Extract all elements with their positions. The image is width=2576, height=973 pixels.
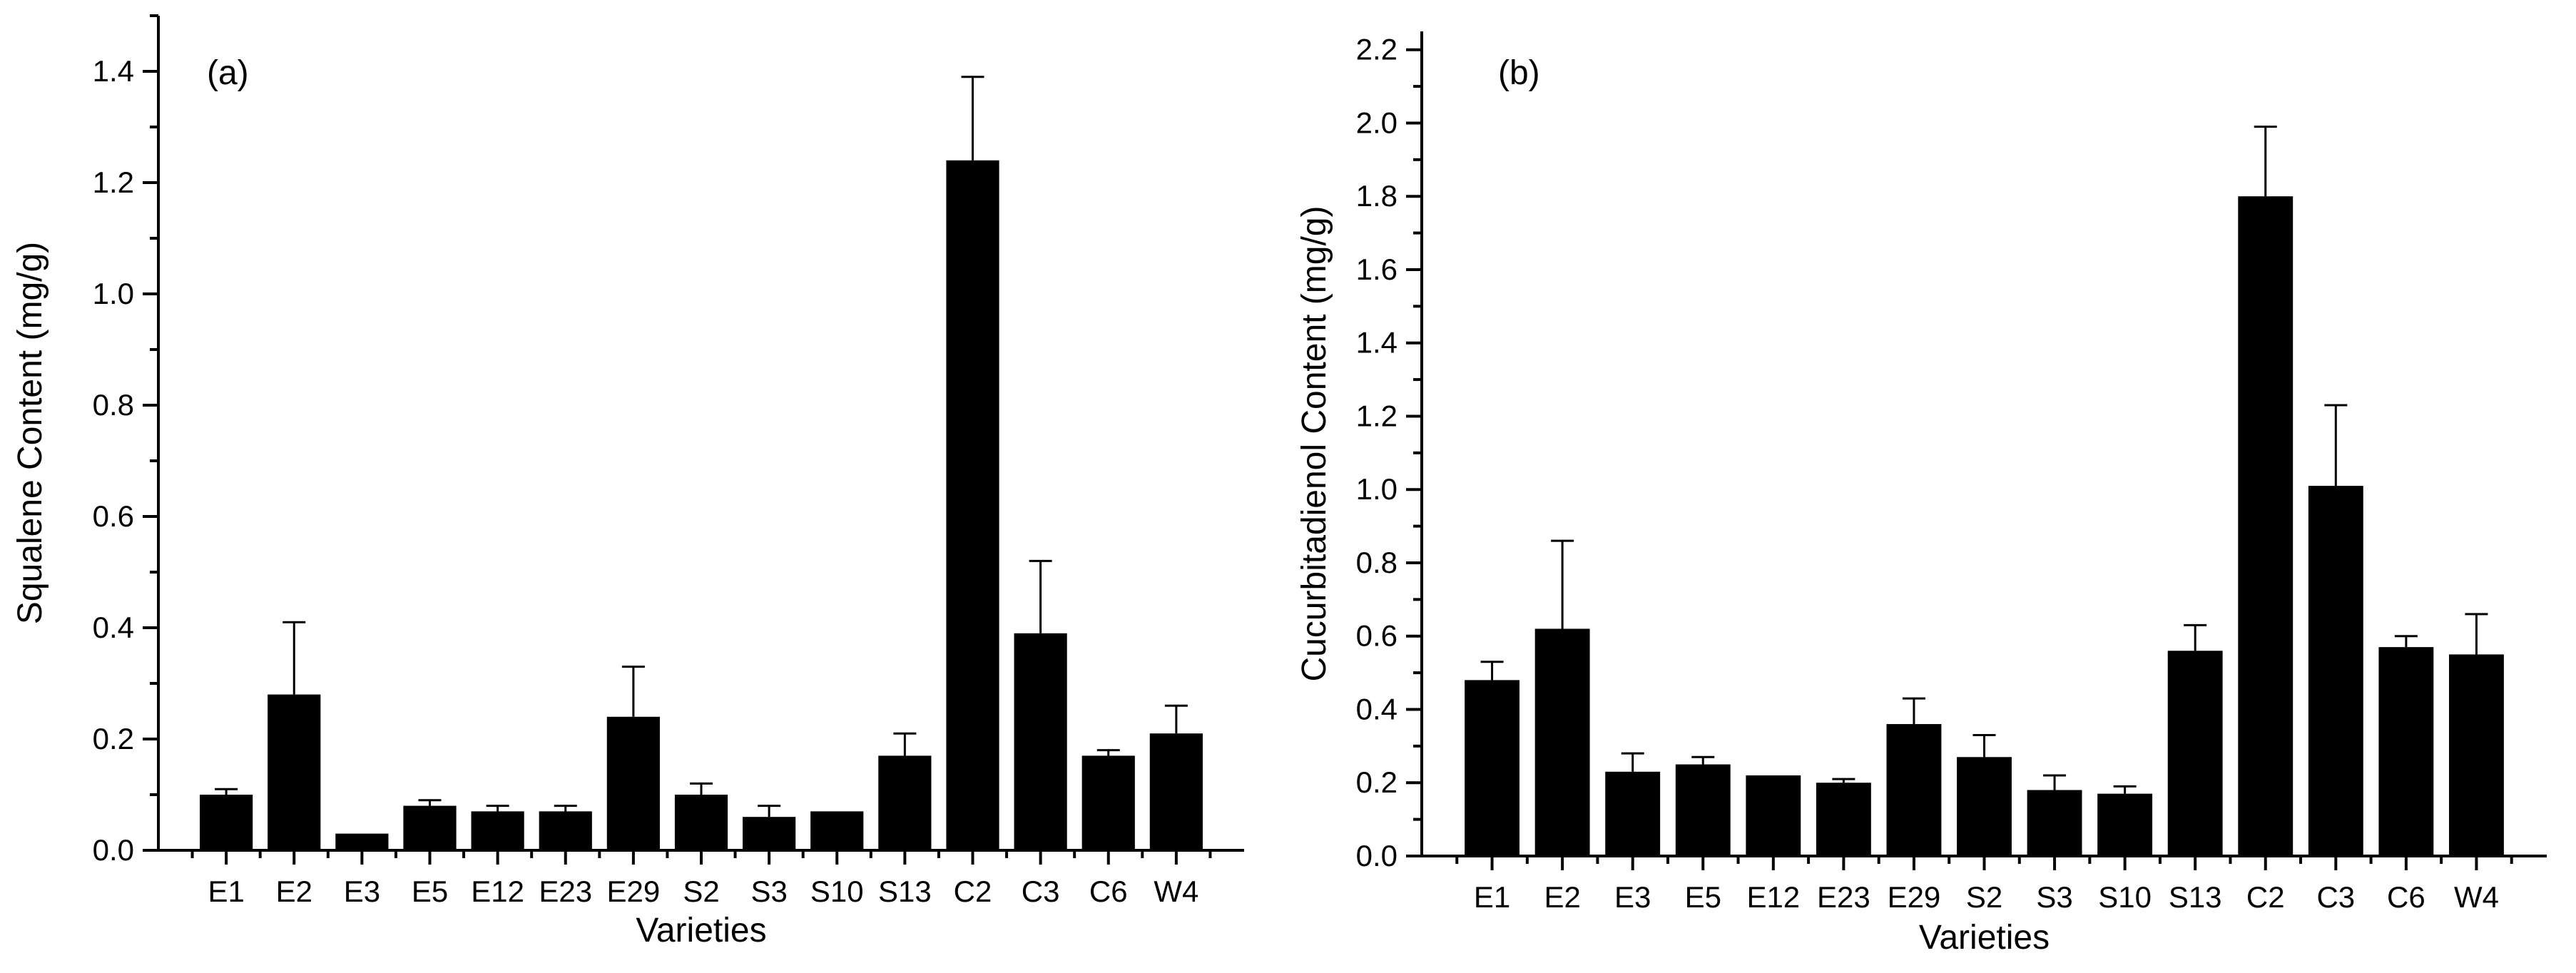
x-tick-label: S13 (2169, 880, 2222, 914)
bar-e5 (403, 805, 457, 850)
x-tick-label: E1 (1474, 880, 1510, 914)
panel-label: (b) (1498, 54, 1540, 92)
x-tick-label: E29 (607, 875, 661, 908)
y-tick-label: 0.0 (1356, 839, 1398, 872)
bar-s13 (878, 755, 932, 850)
y-tick-label: 0.6 (1356, 619, 1398, 653)
x-tick-label: S2 (1966, 880, 2002, 914)
x-tick-label: E1 (208, 875, 244, 908)
y-tick-label: 1.2 (1356, 399, 1398, 432)
x-axis-title: Varieties (1919, 919, 2050, 957)
y-tick-label: 1.6 (1356, 253, 1398, 286)
x-tick-label: E12 (471, 875, 524, 908)
y-tick-label: 1.2 (93, 165, 134, 199)
bar-s10 (2097, 793, 2153, 856)
x-tick-label: C2 (954, 875, 992, 908)
x-tick-label: E23 (539, 875, 592, 908)
x-tick-label: S10 (2098, 880, 2152, 914)
bar-s2 (674, 795, 728, 850)
panel-label: (a) (207, 54, 249, 92)
y-axis-title: Cucurbitadienol Content (mg/g) (1295, 205, 1333, 681)
bar-e5 (1675, 764, 1731, 856)
bar-e3 (335, 833, 389, 850)
x-tick-label: E12 (1746, 880, 1800, 914)
x-tick-label: E3 (1614, 880, 1651, 914)
chart-b: 0.0 0.2 0.4 0.6 0.8 1.0 1.2 1.4 1.6 1.8 2.0 2.2 E1 E2… (1295, 31, 2547, 957)
bar-e23 (539, 811, 592, 850)
bar-w4 (1149, 733, 1203, 850)
bar-e2 (1534, 628, 1590, 856)
chart-a: 0.0 0.2 0.4 0.6 0.8 1.0 1.2 1.4 E1 E2 E3 E5 E12 E23 E2… (11, 14, 1244, 949)
x-axis-title: Varieties (636, 912, 766, 949)
bar-e1 (200, 795, 253, 850)
bar-e2 (268, 694, 321, 850)
x-tick-label: E29 (1888, 880, 1941, 914)
x-tick-label: E5 (1685, 880, 1721, 914)
x-tick-label: S3 (2036, 880, 2072, 914)
y-tick-label: 1.8 (1356, 179, 1398, 213)
x-tick-label: C3 (2316, 880, 2355, 914)
x-tick-label: W4 (1154, 875, 1198, 908)
y-axis-title: Squalene Content (mg/g) (11, 242, 49, 624)
bar-e12 (471, 811, 524, 850)
x-tick-label: E3 (344, 875, 380, 908)
bar-s3 (743, 817, 796, 850)
y-tick-label: 0.4 (1356, 692, 1398, 725)
bar-e29 (606, 716, 660, 850)
x-tick-label: S2 (683, 875, 719, 908)
x-tick-label: C2 (2246, 880, 2285, 914)
bar-c6 (2378, 647, 2434, 856)
bar-c2 (2238, 196, 2294, 856)
x-tick-label: S13 (878, 875, 932, 908)
bar-c2 (946, 160, 999, 851)
y-tick-label: 1.0 (1356, 472, 1398, 506)
x-tick-label: E23 (1817, 880, 1870, 914)
bar-c6 (1081, 755, 1135, 850)
y-tick-label: 0.8 (93, 388, 134, 422)
bar-s13 (2167, 651, 2223, 856)
y-tick-label: 2.0 (1356, 106, 1398, 139)
bar-c3 (2308, 486, 2363, 856)
x-tick-label: E2 (276, 875, 312, 908)
x-tick-label: S10 (810, 875, 864, 908)
bar-e12 (1746, 775, 1801, 856)
x-tick-label: S3 (750, 875, 787, 908)
y-tick-label: 0.2 (1356, 765, 1398, 799)
bar-e3 (1605, 771, 1661, 856)
x-tick-label: C6 (2387, 880, 2425, 914)
x-tick-label: W4 (2454, 880, 2499, 914)
y-tick-label: 1.4 (1356, 326, 1398, 360)
y-tick-label: 0.4 (93, 611, 134, 644)
y-tick-label: 1.4 (93, 54, 134, 88)
x-tick-label: E5 (412, 875, 448, 908)
y-tick-label: 1.0 (93, 277, 134, 310)
x-tick-label: C6 (1089, 875, 1128, 908)
bar-e29 (1886, 724, 1942, 856)
y-tick-label: 0.6 (93, 499, 134, 533)
y-tick-label: 2.2 (1356, 33, 1398, 66)
bar-s10 (810, 811, 864, 850)
bar-s3 (2027, 790, 2082, 856)
x-tick-label: E2 (1544, 880, 1580, 914)
bar-s2 (1957, 757, 2012, 856)
bar-c3 (1014, 633, 1067, 850)
y-tick-label: 0.2 (93, 722, 134, 755)
bar-e1 (1465, 680, 1520, 856)
bar-e23 (1816, 783, 1871, 856)
y-tick-label: 0.8 (1356, 546, 1398, 579)
y-tick-label: 0.0 (93, 833, 134, 867)
bar-w4 (2448, 654, 2504, 856)
x-tick-label: C3 (1022, 875, 1060, 908)
